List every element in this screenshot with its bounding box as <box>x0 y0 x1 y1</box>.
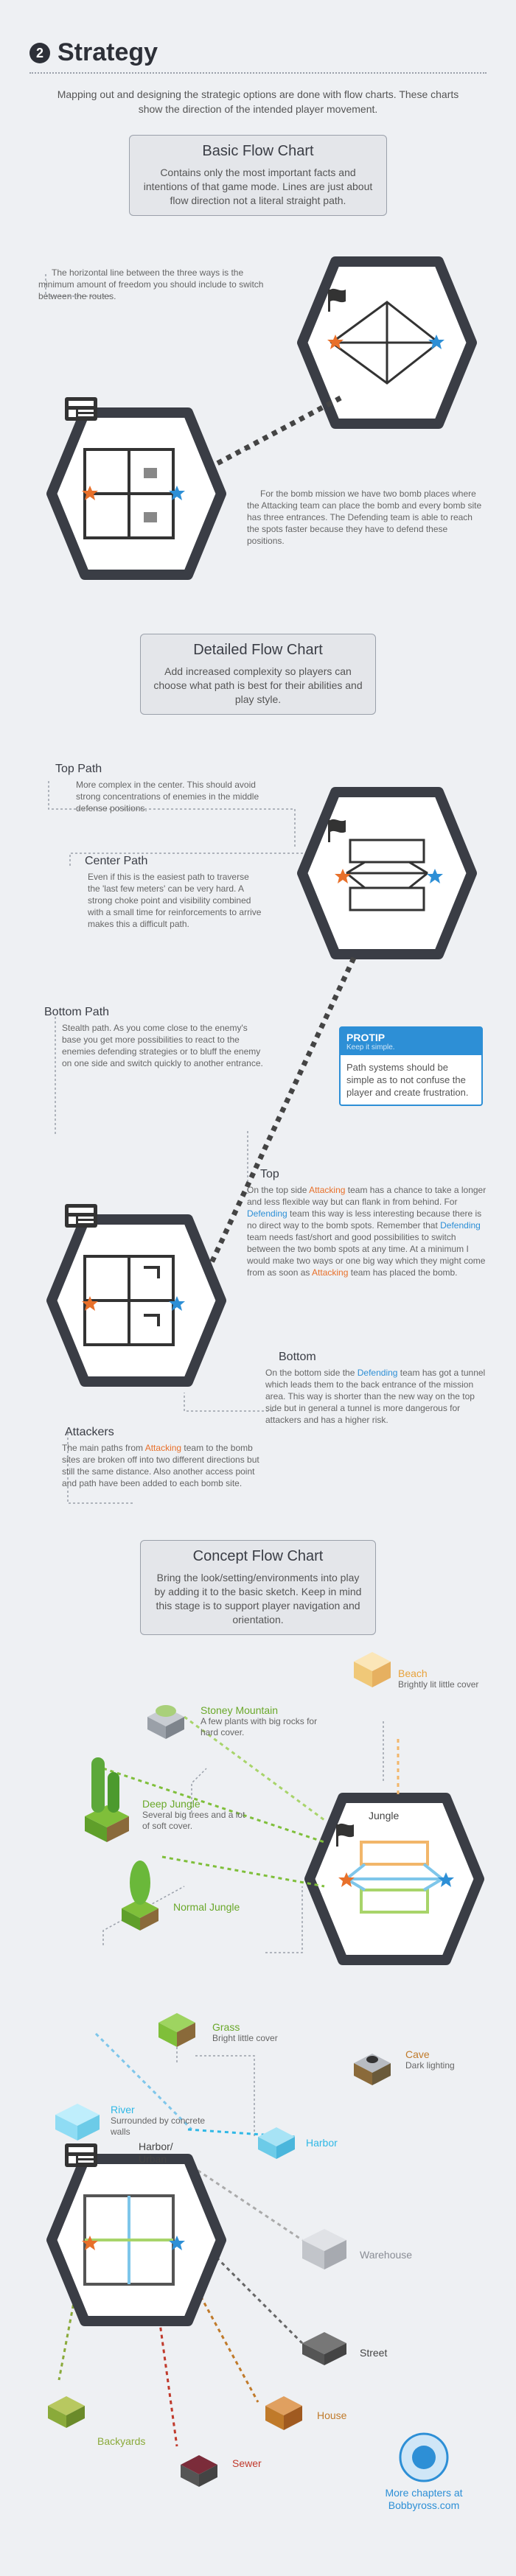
normal-jungle-label: Normal Jungle <box>173 1901 240 1913</box>
bottom-path-heading: Bottom Path <box>44 1006 110 1018</box>
footer-link[interactable]: More chapters at Bobbyross.com <box>385 2487 463 2511</box>
center-path-text: Even if this is the easiest path to trav… <box>88 872 262 929</box>
concept-flowchart-desc: Bring the look/setting/environments into… <box>154 1572 362 1625</box>
stoney-mountain-label: Stoney Mountain A few plants with big ro… <box>201 1704 318 1737</box>
bottom-path-text: Stealth path. As you come close to the e… <box>62 1023 263 1068</box>
attackers-heading: Attackers <box>65 1426 114 1438</box>
top-path-text: More complex in the center. This should … <box>76 780 259 813</box>
attacking-highlight: Attacking <box>144 1443 182 1453</box>
river-label: River Surrounded by concrete walls <box>111 2104 206 2137</box>
basic-flowchart-desc: Contains only the most important facts a… <box>143 167 373 206</box>
top-text: On the top side Attacking team has a cha… <box>247 1185 487 1278</box>
bottom-path-note: Bottom Path Stealth path. As you come cl… <box>44 1006 265 1069</box>
attackers-text: The main paths from Attacking team to th… <box>62 1443 259 1488</box>
bottom-note: Bottom On the bottom side the Defending … <box>265 1351 487 1426</box>
deep-jungle-label: Deep Jungle Several big trees and a lot … <box>142 1798 245 1831</box>
header-divider <box>29 72 487 74</box>
harbor-label: Harbor <box>306 2137 338 2149</box>
intro-text: Mapping out and designing the strategic … <box>57 88 459 115</box>
attacking-highlight: Attacking <box>312 1267 349 1278</box>
page-title: Strategy <box>57 38 158 66</box>
protip-text: Path systems should be simple as to not … <box>346 1062 469 1098</box>
defending-highlight: Defending <box>247 1208 287 1219</box>
cave-label: Cave Dark lighting <box>405 2048 455 2071</box>
basic-flowchart-box: Basic Flow Chart Contains only the most … <box>129 135 387 216</box>
sewer-label: Sewer <box>232 2457 262 2469</box>
detailed-flowchart-title: Detailed Flow Chart <box>193 642 323 658</box>
bottom-heading: Bottom <box>279 1351 316 1363</box>
beach-label: Beach Brightly lit little cover <box>398 1667 479 1690</box>
detailed-flowchart-box: Detailed Flow Chart Add increased comple… <box>140 634 376 715</box>
defending-highlight: Defending <box>357 1368 398 1378</box>
concept-flowchart-box: Concept Flow Chart Bring the look/settin… <box>140 1540 376 1635</box>
basic-note-horizontal-line: The horizontal line between the three wa… <box>38 267 264 301</box>
harbor-urban-label: Harbor/ Urban <box>139 2141 173 2165</box>
warehouse-label: Warehouse <box>360 2249 413 2261</box>
protip-card: PROTIP Keep it simple. Path systems shou… <box>339 1026 483 1106</box>
concept-flowchart-title: Concept Flow Chart <box>192 1548 324 1564</box>
backyards-label: Backyards <box>97 2435 146 2447</box>
attackers-note: Attackers The main paths from Attacking … <box>52 1426 265 1489</box>
section-header: 2 Strategy <box>29 38 158 67</box>
grass-label: Grass Bright little cover <box>212 2021 278 2043</box>
attacking-highlight: Attacking <box>309 1185 346 1195</box>
center-path-heading: Center Path <box>85 855 148 867</box>
house-label: House <box>317 2409 347 2421</box>
section-number-badge: 2 <box>29 42 50 63</box>
bottom-text: On the bottom side the Defending team ha… <box>265 1368 486 1425</box>
basic-note-bomb-mission: For the bomb mission we have two bomb pl… <box>247 489 482 546</box>
top-heading: Top <box>260 1168 279 1180</box>
top-path-note: Top Path More complex in the center. Thi… <box>55 763 269 814</box>
protip-heading: PROTIP <box>341 1028 481 1043</box>
protip-subheading: Keep it simple. <box>341 1043 481 1055</box>
basic-flowchart-title: Basic Flow Chart <box>202 143 314 159</box>
detailed-flowchart-desc: Add increased complexity so players can … <box>153 665 363 705</box>
top-path-heading: Top Path <box>55 763 102 775</box>
jungle-label: Jungle <box>369 1810 400 1821</box>
center-path-note: Center Path Even if this is the easiest … <box>70 855 262 930</box>
defending-highlight: Defending <box>440 1220 481 1231</box>
street-label: Street <box>360 2347 388 2359</box>
top-note: Top On the top side Attacking team has a… <box>247 1168 487 1278</box>
